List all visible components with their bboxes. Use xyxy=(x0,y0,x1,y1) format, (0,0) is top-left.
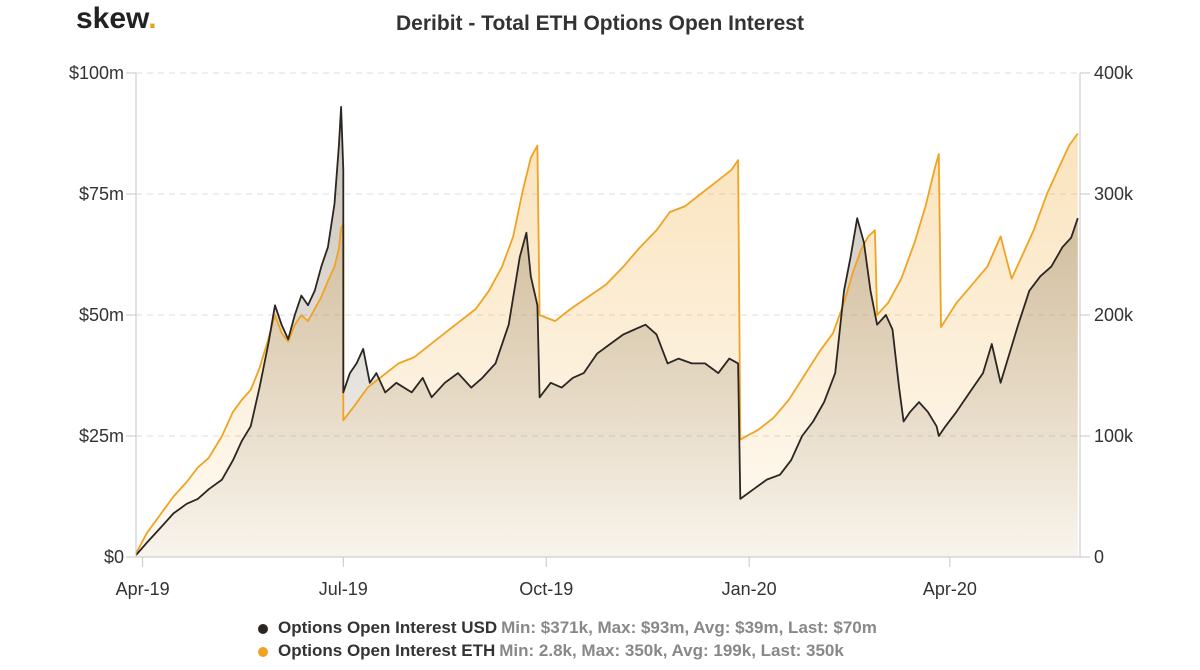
eth-series-line xyxy=(135,132,1079,555)
y-left-tick-label: $25m xyxy=(79,426,124,446)
x-tick-label: Apr-20 xyxy=(923,579,977,599)
axes: $0 0 $25m 100k $50m 200k $75m 300k $100m 400k Apr-… xyxy=(69,63,1134,599)
x-tick-label: Oct-19 xyxy=(519,579,573,599)
logo-text: skew xyxy=(76,2,149,35)
y-left-tick-label: $75m xyxy=(79,184,124,204)
chart: $0 0 $25m 100k $50m 200k $75m 300k $100m 400k Apr-… xyxy=(69,63,1134,599)
series-areas xyxy=(136,106,1078,558)
logo-dot: . xyxy=(148,2,157,35)
x-tick-label: Jul-19 xyxy=(319,579,368,599)
y-right-tick-label: 200k xyxy=(1094,305,1134,325)
skew-logo: skew. xyxy=(76,2,157,36)
y-left-tick-label: $50m xyxy=(79,305,124,325)
legend: Options Open Interest USD Min: $371k, Max… xyxy=(258,616,877,662)
legend-usd-stats: Min: $371k, Max: $93m, Avg: $39m, Last: … xyxy=(501,618,877,637)
legend-eth-stats: Min: 2.8k, Max: 350k, Avg: 199k, Last: 3… xyxy=(499,641,844,660)
legend-usd-name: Options Open Interest USD xyxy=(278,618,498,637)
series-lines xyxy=(135,106,1079,556)
y-right-tick-label: 400k xyxy=(1094,63,1134,83)
usd-series-area xyxy=(136,106,1078,558)
x-tick-label: Apr-19 xyxy=(116,579,170,599)
chart-title: Deribit - Total ETH Options Open Interes… xyxy=(396,12,804,35)
legend-eth-dot-icon xyxy=(258,646,268,657)
y-left-tick-label: $0 xyxy=(104,547,124,567)
y-right-tick-label: 0 xyxy=(1094,547,1104,567)
x-tick-label: Jan-20 xyxy=(722,579,777,599)
legend-item-eth[interactable]: Options Open Interest ETH Min: 2.8k, Max:… xyxy=(258,639,877,662)
y-left-tick-label: $100m xyxy=(69,63,124,83)
usd-series-line xyxy=(135,106,1079,556)
legend-eth-name: Options Open Interest ETH xyxy=(278,641,496,660)
legend-item-usd[interactable]: Options Open Interest USD Min: $371k, Max… xyxy=(258,616,877,639)
y-right-tick-label: 100k xyxy=(1094,426,1134,446)
legend-usd-dot-icon xyxy=(258,623,268,634)
y-right-tick-label: 300k xyxy=(1094,184,1134,204)
